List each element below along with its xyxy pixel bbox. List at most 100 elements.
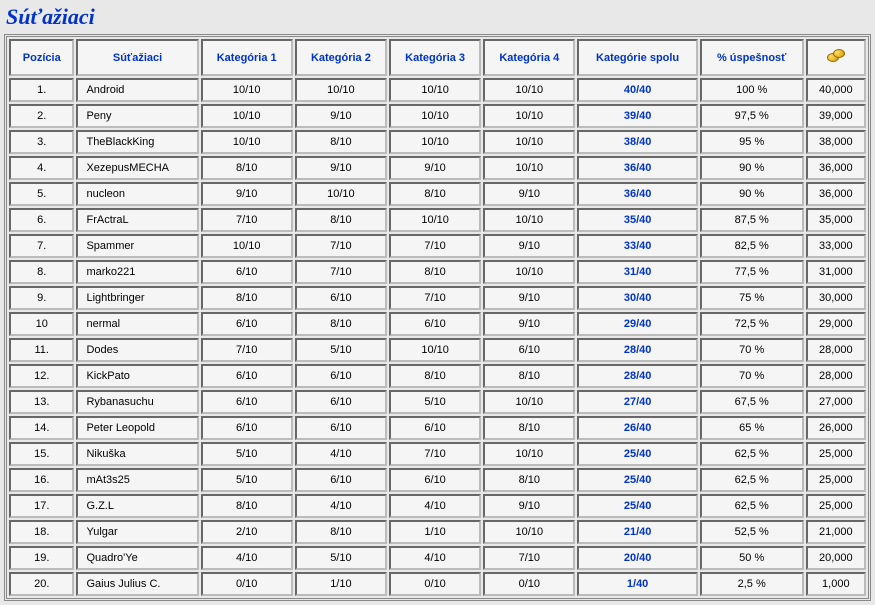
table-row: 2.Peny10/109/1010/1010/1039/4097,5 %39,0…: [9, 104, 866, 128]
cell-success: 90 %: [700, 182, 804, 206]
cell-success: 65 %: [700, 416, 804, 440]
cell-success: 62,5 %: [700, 468, 804, 492]
cell-money: 35,000: [806, 208, 866, 232]
col-cat2: Kategória 2: [295, 39, 387, 76]
cell-cat4: 0/10: [483, 572, 575, 596]
table-row: 1.Android10/1010/1010/1010/1040/40100 %4…: [9, 78, 866, 102]
cell-total: 27/40: [577, 390, 697, 414]
cell-cat1: 4/10: [201, 546, 293, 570]
cell-cat1: 7/10: [201, 338, 293, 362]
cell-cat4: 10/10: [483, 156, 575, 180]
cell-money: 39,000: [806, 104, 866, 128]
cell-cat3: 5/10: [389, 390, 481, 414]
cell-cat1: 8/10: [201, 494, 293, 518]
cell-cat4: 7/10: [483, 546, 575, 570]
cell-total: 35/40: [577, 208, 697, 232]
cell-position: 7.: [9, 234, 74, 258]
cell-cat4: 9/10: [483, 312, 575, 336]
cell-money: 36,000: [806, 156, 866, 180]
cell-cat2: 10/10: [295, 182, 387, 206]
cell-position: 17.: [9, 494, 74, 518]
cell-total: 31/40: [577, 260, 697, 284]
cell-name: TheBlackKing: [76, 130, 198, 154]
cell-name: Peny: [76, 104, 198, 128]
table-row: 20.Gaius Julius C.0/101/100/100/101/402,…: [9, 572, 866, 596]
cell-name: Rybanasuchu: [76, 390, 198, 414]
cell-money: 40,000: [806, 78, 866, 102]
cell-total: 29/40: [577, 312, 697, 336]
cell-success: 70 %: [700, 364, 804, 388]
cell-name: nucleon: [76, 182, 198, 206]
cell-total: 25/40: [577, 468, 697, 492]
cell-cat3: 8/10: [389, 260, 481, 284]
cell-name: nermal: [76, 312, 198, 336]
cell-cat4: 8/10: [483, 468, 575, 492]
cell-cat4: 10/10: [483, 130, 575, 154]
cell-position: 5.: [9, 182, 74, 206]
cell-position: 3.: [9, 130, 74, 154]
table-row: 3.TheBlackKing10/108/1010/1010/1038/4095…: [9, 130, 866, 154]
cell-cat1: 5/10: [201, 468, 293, 492]
cell-money: 28,000: [806, 364, 866, 388]
cell-cat2: 1/10: [295, 572, 387, 596]
cell-success: 77,5 %: [700, 260, 804, 284]
col-cat1: Kategória 1: [201, 39, 293, 76]
cell-total: 33/40: [577, 234, 697, 258]
cell-cat3: 6/10: [389, 416, 481, 440]
cell-money: 30,000: [806, 286, 866, 310]
col-cat3: Kategória 3: [389, 39, 481, 76]
cell-cat3: 0/10: [389, 572, 481, 596]
cell-cat3: 7/10: [389, 442, 481, 466]
cell-money: 21,000: [806, 520, 866, 544]
cell-total: 20/40: [577, 546, 697, 570]
cell-total: 28/40: [577, 364, 697, 388]
cell-cat2: 6/10: [295, 416, 387, 440]
table-header-row: Pozícia Súťažiaci Kategória 1 Kategória …: [9, 39, 866, 76]
cell-position: 19.: [9, 546, 74, 570]
cell-success: 2,5 %: [700, 572, 804, 596]
cell-cat1: 0/10: [201, 572, 293, 596]
cell-position: 9.: [9, 286, 74, 310]
cell-cat4: 10/10: [483, 78, 575, 102]
cell-cat2: 9/10: [295, 156, 387, 180]
cell-cat3: 8/10: [389, 182, 481, 206]
cell-money: 25,000: [806, 442, 866, 466]
cell-total: 30/40: [577, 286, 697, 310]
cell-cat4: 10/10: [483, 260, 575, 284]
cell-total: 40/40: [577, 78, 697, 102]
cell-cat4: 10/10: [483, 442, 575, 466]
cell-cat4: 8/10: [483, 416, 575, 440]
cell-cat3: 10/10: [389, 208, 481, 232]
cell-cat1: 6/10: [201, 260, 293, 284]
page-title: Súťažiaci: [6, 4, 871, 30]
cell-success: 75 %: [700, 286, 804, 310]
cell-cat3: 4/10: [389, 494, 481, 518]
cell-success: 62,5 %: [700, 494, 804, 518]
cell-money: 31,000: [806, 260, 866, 284]
cell-cat4: 10/10: [483, 520, 575, 544]
table-row: 4.XezepusMECHA8/109/109/1010/1036/4090 %…: [9, 156, 866, 180]
cell-cat1: 10/10: [201, 130, 293, 154]
cell-cat1: 8/10: [201, 156, 293, 180]
table-row: 10nermal6/108/106/109/1029/4072,5 %29,00…: [9, 312, 866, 336]
cell-position: 12.: [9, 364, 74, 388]
cell-cat2: 7/10: [295, 260, 387, 284]
cell-cat1: 2/10: [201, 520, 293, 544]
cell-cat2: 4/10: [295, 494, 387, 518]
cell-cat1: 6/10: [201, 416, 293, 440]
cell-name: Lightbringer: [76, 286, 198, 310]
cell-success: 90 %: [700, 156, 804, 180]
cell-name: KickPato: [76, 364, 198, 388]
table-row: 6.FrActraL7/108/1010/1010/1035/4087,5 %3…: [9, 208, 866, 232]
cell-cat2: 5/10: [295, 338, 387, 362]
cell-success: 95 %: [700, 130, 804, 154]
cell-cat3: 10/10: [389, 78, 481, 102]
cell-cat2: 4/10: [295, 442, 387, 466]
cell-name: Android: [76, 78, 198, 102]
cell-position: 2.: [9, 104, 74, 128]
table-row: 9.Lightbringer8/106/107/109/1030/4075 %3…: [9, 286, 866, 310]
cell-name: marko221: [76, 260, 198, 284]
cell-position: 11.: [9, 338, 74, 362]
col-money: [806, 39, 866, 76]
cell-money: 27,000: [806, 390, 866, 414]
